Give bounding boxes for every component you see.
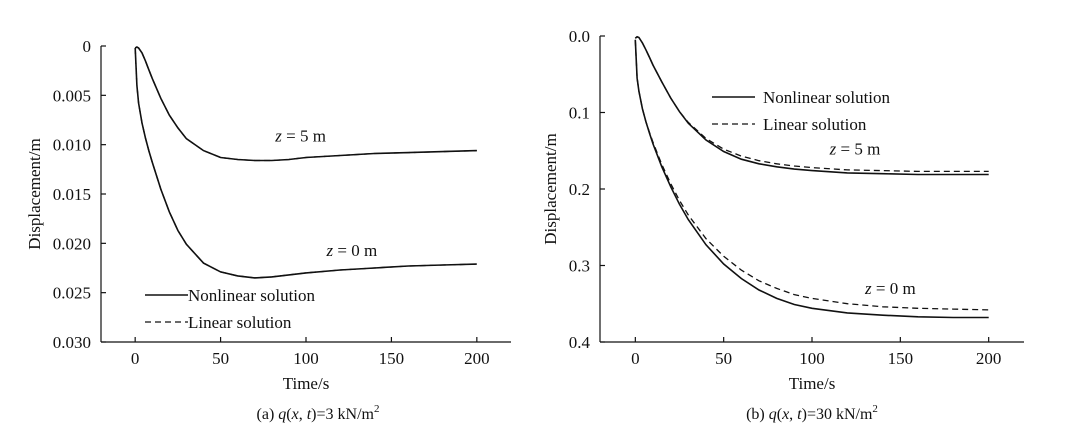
curve-annotation: z = 0 m bbox=[864, 279, 916, 298]
x-tick-label: 100 bbox=[799, 349, 825, 368]
caption-x: x bbox=[291, 406, 299, 423]
y-tick-label: 0.4 bbox=[569, 333, 591, 352]
panel-b: 0 50 100 150 200 0.0 0.1 0.2 0.3 0.4 Time/s Displac… bbox=[541, 27, 1024, 423]
linear-series-line bbox=[134, 47, 477, 279]
panel-caption: (a) q(x, t)=3 kN/m2 bbox=[257, 403, 380, 423]
x-axis-label: Time/s bbox=[789, 374, 836, 393]
annotation-value: = 0 m bbox=[333, 241, 377, 260]
legend-entry: Linear solution bbox=[188, 313, 292, 332]
y-tick-label: 0.010 bbox=[53, 136, 91, 155]
curve-annotation: z = 5 m bbox=[274, 127, 326, 146]
caption-x: x bbox=[781, 406, 789, 423]
annotation-value: = 5 m bbox=[836, 140, 880, 159]
annotation-value: = 5 m bbox=[282, 127, 326, 146]
annotation-var: z bbox=[864, 279, 872, 298]
linear-series-line bbox=[634, 36, 989, 173]
legend-entry: Nonlinear solution bbox=[188, 286, 316, 305]
y-tick-label: 0.1 bbox=[569, 104, 590, 123]
legend: Nonlinear solution Linear solution bbox=[712, 88, 891, 134]
y-tick-label: 0.0 bbox=[569, 27, 590, 46]
caption-sup: 2 bbox=[872, 403, 878, 415]
annotation-var: z bbox=[274, 127, 282, 146]
caption-sup: 2 bbox=[374, 403, 380, 415]
linear-series-line bbox=[634, 39, 989, 311]
panel-a: 0 50 100 150 200 0 0.005 0.010 0.015 0.020 0.025 0.… bbox=[25, 37, 511, 423]
caption-t: t bbox=[307, 406, 312, 423]
annotation-value: = 0 m bbox=[872, 279, 916, 298]
x-tick-label: 0 bbox=[631, 349, 640, 368]
legend: Nonlinear solution Linear solution bbox=[145, 286, 316, 332]
annotation-var: z bbox=[326, 241, 334, 260]
caption-comma: , bbox=[299, 406, 307, 423]
y-tick-label: 0.020 bbox=[53, 234, 91, 253]
x-tick-label: 50 bbox=[212, 349, 229, 368]
panel-caption: (b) q(x, t)=30 kN/m2 bbox=[746, 403, 878, 423]
caption-comma: , bbox=[789, 406, 797, 423]
nonlinear-series-line bbox=[634, 39, 989, 319]
x-axis-label: Time/s bbox=[283, 374, 330, 393]
caption-t: t bbox=[797, 406, 802, 423]
annotation-var: z bbox=[829, 140, 837, 159]
x-tick-label: 150 bbox=[379, 349, 405, 368]
y-tick-label: 0 bbox=[83, 37, 92, 56]
y-axis-label: Displacement/m bbox=[541, 133, 560, 244]
x-tick-label: 0 bbox=[131, 349, 140, 368]
caption-paren: ( bbox=[286, 406, 291, 423]
x-tick-label: 50 bbox=[715, 349, 732, 368]
x-tick-label: 150 bbox=[888, 349, 914, 368]
caption-paren: ( bbox=[777, 406, 782, 423]
x-tick-label: 100 bbox=[293, 349, 319, 368]
y-axis-label: Displacement/m bbox=[25, 138, 44, 249]
caption-rest: )=30 kN/m bbox=[802, 406, 873, 423]
caption-q: q bbox=[278, 406, 286, 423]
y-tick-label: 0.015 bbox=[53, 185, 91, 204]
legend-entry: Nonlinear solution bbox=[763, 88, 891, 107]
y-tick-label: 0.030 bbox=[53, 333, 91, 352]
y-tick-label: 0.025 bbox=[53, 284, 91, 303]
y-tick-label: 0.005 bbox=[53, 86, 91, 105]
linear-series-line bbox=[134, 46, 477, 162]
curve-annotation: z = 5 m bbox=[829, 140, 881, 159]
caption-prefix: (b) bbox=[746, 406, 769, 423]
legend-entry: Linear solution bbox=[763, 115, 867, 134]
x-tick-label: 200 bbox=[464, 349, 490, 368]
y-tick-label: 0.2 bbox=[569, 180, 590, 199]
y-tick-label: 0.3 bbox=[569, 257, 590, 276]
caption-q: q bbox=[769, 406, 777, 423]
x-tick-label: 200 bbox=[976, 349, 1002, 368]
curve-annotation: z = 0 m bbox=[326, 241, 378, 260]
caption-rest: )=3 kN/m bbox=[311, 406, 374, 423]
caption-prefix: (a) bbox=[257, 406, 279, 423]
